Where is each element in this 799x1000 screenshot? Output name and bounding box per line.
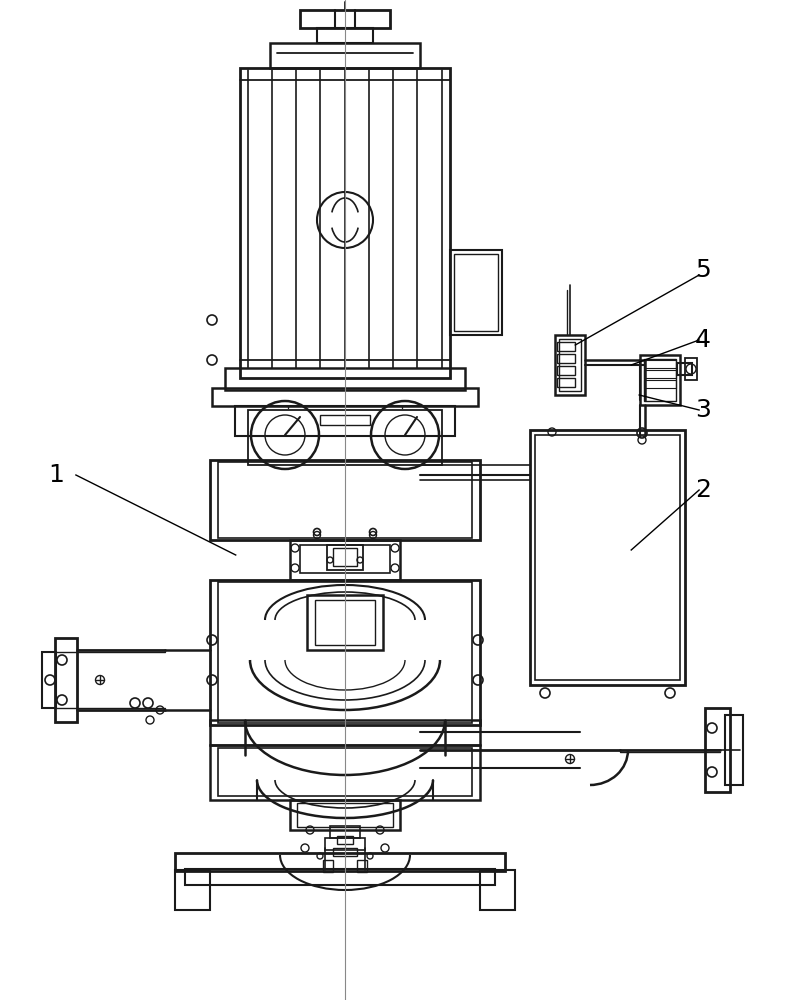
Bar xyxy=(725,715,743,785)
Bar xyxy=(42,652,56,708)
Bar xyxy=(290,800,400,830)
Text: 1: 1 xyxy=(48,463,64,487)
Bar xyxy=(307,595,383,650)
Bar xyxy=(210,580,480,725)
Bar xyxy=(644,370,676,378)
Bar xyxy=(218,582,472,723)
Bar xyxy=(270,43,420,68)
Bar xyxy=(185,869,495,885)
Bar xyxy=(300,10,390,28)
Bar xyxy=(557,354,575,363)
Bar xyxy=(557,378,575,387)
Bar xyxy=(327,545,363,570)
Bar xyxy=(210,745,480,800)
Bar xyxy=(218,462,472,538)
Bar xyxy=(218,748,472,796)
Bar xyxy=(480,870,515,910)
Bar xyxy=(210,720,480,745)
Bar xyxy=(212,388,478,406)
Bar xyxy=(333,848,357,856)
Bar xyxy=(210,460,480,540)
Bar xyxy=(557,366,575,375)
Bar xyxy=(535,435,680,680)
Bar xyxy=(530,430,685,685)
Bar xyxy=(685,358,697,380)
Bar xyxy=(644,359,676,401)
Bar xyxy=(248,410,442,465)
Bar xyxy=(175,853,505,871)
Bar xyxy=(325,838,365,850)
Bar xyxy=(300,545,390,573)
Bar xyxy=(225,368,465,390)
Text: 5: 5 xyxy=(695,258,711,282)
Bar xyxy=(320,415,370,425)
Bar xyxy=(559,339,581,391)
Bar xyxy=(705,708,730,792)
Bar xyxy=(323,860,333,872)
Bar xyxy=(235,406,455,436)
Bar xyxy=(317,28,373,43)
Bar xyxy=(330,826,360,838)
Bar xyxy=(450,250,502,335)
Bar xyxy=(357,860,367,872)
Text: 4: 4 xyxy=(695,328,711,352)
Bar xyxy=(240,68,450,378)
Bar xyxy=(315,600,375,645)
Bar xyxy=(555,335,585,395)
Bar xyxy=(337,836,353,844)
Text: 3: 3 xyxy=(695,398,711,422)
Bar xyxy=(557,342,575,351)
Bar xyxy=(55,638,77,722)
Bar xyxy=(290,540,400,580)
Bar xyxy=(297,803,393,827)
Bar xyxy=(640,355,680,405)
Bar xyxy=(677,363,692,375)
Text: 2: 2 xyxy=(695,478,711,502)
Bar xyxy=(454,254,498,331)
Bar xyxy=(644,380,676,388)
Bar xyxy=(175,870,210,910)
Bar xyxy=(644,360,676,368)
Bar xyxy=(333,548,357,566)
